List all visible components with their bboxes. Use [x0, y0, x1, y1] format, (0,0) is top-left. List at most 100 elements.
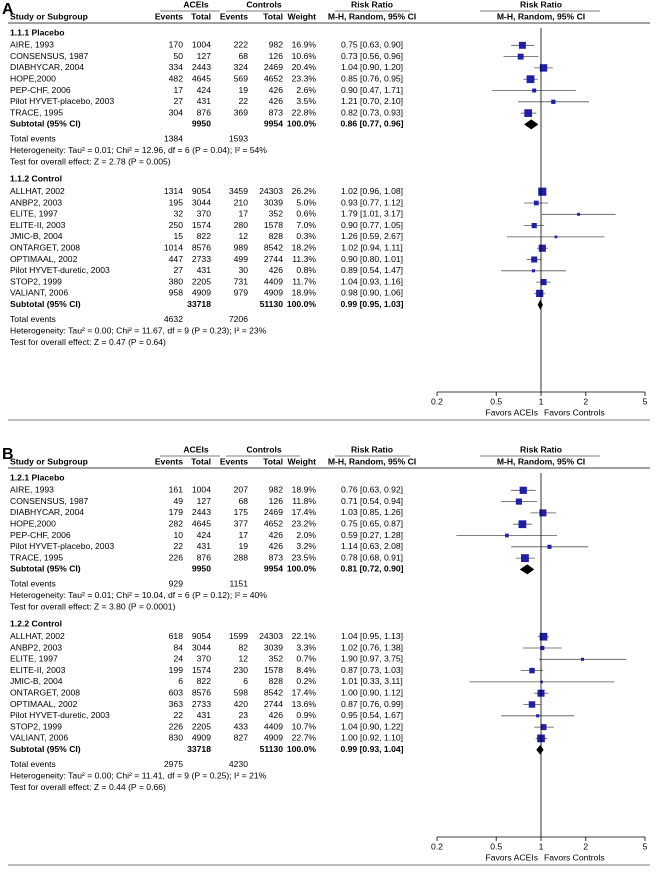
total: 822 [197, 231, 212, 241]
risk-ratio: 0.81 [0.72, 0.90] [340, 564, 403, 574]
point-estimate [533, 200, 539, 206]
total: 127 [197, 496, 212, 506]
weight: 100.0% [287, 744, 317, 754]
total: 370 [197, 654, 212, 664]
events: 22 [173, 710, 183, 720]
total: 4909 [264, 288, 283, 298]
weight: 22.8% [292, 107, 317, 117]
weight: 11.3% [292, 254, 316, 264]
events: 731 [234, 276, 249, 286]
group-header: ACEIs [183, 444, 209, 454]
events: 830 [169, 733, 184, 743]
group-header: Controls [246, 0, 282, 9]
total: 9950 [192, 119, 211, 129]
study-name: Pilot HYVET-placebo, 2003 [10, 541, 114, 551]
column-header: Total [191, 456, 211, 466]
total: 51130 [260, 744, 284, 754]
subgroup-title: 1.2.2 Control [10, 619, 62, 629]
weight: 17.4% [292, 687, 317, 697]
events: 304 [169, 107, 184, 117]
weight: 17.4% [292, 507, 317, 517]
events: 377 [234, 518, 249, 528]
point-estimate [540, 279, 547, 286]
events: 226 [169, 721, 184, 731]
events: 175 [234, 507, 249, 517]
study-name: ANBP2, 2003 [10, 197, 62, 207]
events: 12 [238, 231, 248, 241]
total-events-label: Total events [10, 134, 56, 144]
events: 1014 [164, 242, 183, 252]
total: 24303 [259, 631, 283, 641]
events: 10 [173, 530, 183, 540]
risk-ratio: 0.85 [0.76, 0.95] [341, 73, 403, 83]
point-estimate [536, 289, 544, 298]
events: 958 [169, 288, 184, 298]
risk-ratio: 1.03 [0.85, 1.26] [341, 507, 403, 517]
risk-ratio: 0.89 [0.54, 1.47] [341, 265, 403, 275]
study-name: AIRE, 1993 [10, 40, 54, 50]
events: 989 [234, 242, 249, 252]
point-estimate [524, 109, 533, 117]
weight: 100.0% [287, 299, 317, 309]
risk-ratio: 0.59 [0.27, 1.28] [341, 530, 403, 540]
events: 12 [238, 654, 248, 664]
total: 352 [269, 209, 284, 219]
events: 15 [173, 231, 183, 241]
weight: 10.7% [292, 721, 317, 731]
risk-ratio: 0.99 [0.95, 1.03] [340, 299, 403, 309]
weight: 18.9% [292, 485, 317, 495]
group-header: ACEIs [183, 0, 209, 9]
point-estimate [517, 53, 524, 60]
study-name: HOPE,2000 [10, 518, 56, 528]
risk-ratio: 1.14 [0.63, 2.08] [341, 541, 403, 551]
point-estimate [536, 714, 540, 718]
total-events: 1593 [229, 134, 248, 144]
overall-effect: Test for overall effect: Z = 3.80 (P = 0… [10, 602, 176, 612]
events: 199 [169, 665, 184, 675]
total: 2744 [264, 699, 283, 709]
study-name: PEP-CHF, 2006 [10, 85, 71, 95]
events: 19 [238, 541, 248, 551]
weight: 3.5% [296, 96, 316, 106]
total: 426 [269, 530, 284, 540]
study-name: ALLHAT, 2002 [10, 186, 65, 196]
study-name: CONSENSUS, 1987 [10, 496, 89, 506]
total: 3044 [192, 642, 211, 652]
total-events-label: Total events [10, 314, 56, 324]
weight: 100.0% [287, 564, 317, 574]
study-name: DIABHYCAR, 2004 [10, 507, 84, 517]
events: 499 [234, 254, 249, 264]
events: 569 [234, 73, 249, 83]
subtotal-label: Subtotal (95% CI) [10, 744, 81, 754]
weight: 0.7% [296, 654, 316, 664]
weight: 2.6% [296, 85, 316, 95]
risk-ratio: 0.90 [0.47, 1.71] [341, 85, 403, 95]
weight: 8.4% [296, 665, 316, 675]
point-estimate [538, 244, 546, 252]
risk-ratio: 1.00 [0.92, 1.10] [341, 733, 403, 743]
events: 979 [234, 288, 249, 298]
summary-diamond [536, 744, 544, 755]
point-estimate [531, 256, 538, 263]
subtotal-label: Subtotal (95% CI) [10, 564, 81, 574]
study-name: STOP2, 1999 [10, 721, 62, 731]
risk-ratio: 0.75 [0.65, 0.87] [341, 518, 403, 528]
x-tick-label: 5 [643, 396, 648, 406]
risk-ratio: 0.90 [0.77, 1.05] [341, 220, 403, 230]
total: 426 [269, 541, 284, 551]
point-estimate [518, 41, 526, 49]
point-estimate [547, 544, 552, 549]
total: 876 [197, 107, 212, 117]
study-name: VALIANT, 2006 [10, 288, 68, 298]
point-estimate [539, 64, 548, 72]
total: 370 [197, 209, 212, 219]
weight: 23.3% [292, 73, 317, 83]
risk-ratio: 1.02 [0.76, 1.38] [341, 642, 403, 652]
heterogeneity: Heterogeneity: Tau² = 0.00; Chi² = 11.41… [10, 770, 267, 780]
events: 380 [169, 276, 184, 286]
risk-ratio: 1.04 [0.90, 1.20] [341, 62, 403, 72]
overall-effect: Test for overall effect: Z = 0.44 (P = 0… [10, 782, 166, 792]
total: 8576 [192, 687, 211, 697]
point-estimate [538, 187, 547, 196]
